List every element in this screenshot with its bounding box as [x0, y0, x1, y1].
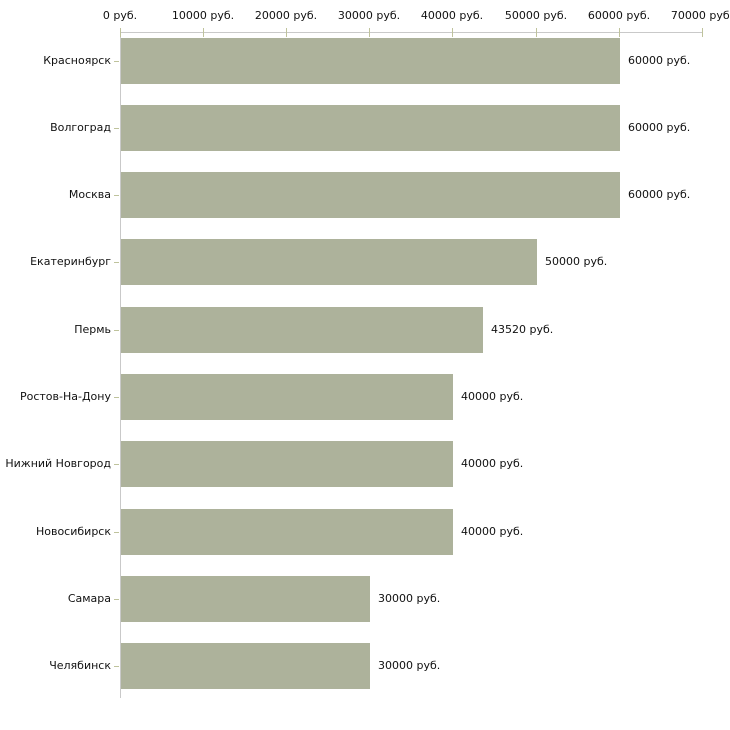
bar-6 — [121, 374, 453, 420]
value-label: 60000 руб. — [628, 188, 691, 201]
bar-1 — [121, 38, 620, 84]
category-tick-mark — [114, 666, 119, 667]
category-label: Новосибирск — [35, 525, 111, 538]
value-label: 60000 руб. — [628, 121, 691, 134]
x-tick-label: 0 руб. — [102, 9, 138, 22]
x-tick-mark — [120, 28, 121, 37]
category-label: Самара — [67, 592, 111, 605]
category-tick-mark — [114, 330, 119, 331]
x-tick-label: 50000 руб. — [504, 9, 568, 22]
bar-9 — [121, 576, 370, 622]
category-label: Пермь — [74, 323, 111, 336]
category-tick-mark — [114, 262, 119, 263]
y-axis-line — [120, 32, 121, 698]
category-label: Москва — [68, 188, 111, 201]
category-label: Красноярск — [43, 54, 111, 67]
category-label: Челябинск — [49, 659, 111, 672]
value-label: 60000 руб. — [628, 54, 691, 67]
category-tick-mark — [114, 599, 119, 600]
x-tick-mark — [536, 28, 537, 37]
category-label: Ростов-На-Дону — [19, 390, 111, 403]
x-tick-label: 30000 руб. — [337, 9, 401, 22]
bar-7 — [121, 441, 453, 487]
x-tick-label: 10000 руб. — [171, 9, 235, 22]
x-tick-label: 20000 руб. — [254, 9, 318, 22]
value-label: 50000 руб. — [545, 255, 608, 268]
x-tick-mark — [286, 28, 287, 37]
x-tick-mark — [452, 28, 453, 37]
bar-2 — [121, 105, 620, 151]
bar-3 — [121, 172, 620, 218]
value-label: 30000 руб. — [378, 659, 441, 672]
x-tick-mark — [619, 28, 620, 37]
x-tick-mark — [702, 28, 703, 37]
category-tick-mark — [114, 532, 119, 533]
value-label: 40000 руб. — [461, 525, 524, 538]
category-tick-mark — [114, 464, 119, 465]
x-tick-label: 40000 руб. — [420, 9, 484, 22]
x-tick-mark — [203, 28, 204, 37]
x-tick-mark — [369, 28, 370, 37]
category-tick-mark — [114, 128, 119, 129]
bar-8 — [121, 509, 453, 555]
bar-10 — [121, 643, 370, 689]
value-label: 30000 руб. — [378, 592, 441, 605]
category-label: Нижний Новгород — [5, 457, 111, 470]
x-tick-label: 60000 руб. — [587, 9, 651, 22]
category-tick-mark — [114, 397, 119, 398]
category-label: Екатеринбург — [30, 255, 111, 268]
value-label: 43520 руб. — [491, 323, 554, 336]
value-label: 40000 руб. — [461, 390, 524, 403]
bar-5 — [121, 307, 483, 353]
category-label: Волгоград — [50, 121, 111, 134]
x-tick-label: 70000 руб. — [670, 9, 730, 22]
bar-4 — [121, 239, 537, 285]
category-tick-mark — [114, 61, 119, 62]
value-label: 40000 руб. — [461, 457, 524, 470]
x-axis-line — [120, 32, 703, 33]
category-tick-mark — [114, 195, 119, 196]
